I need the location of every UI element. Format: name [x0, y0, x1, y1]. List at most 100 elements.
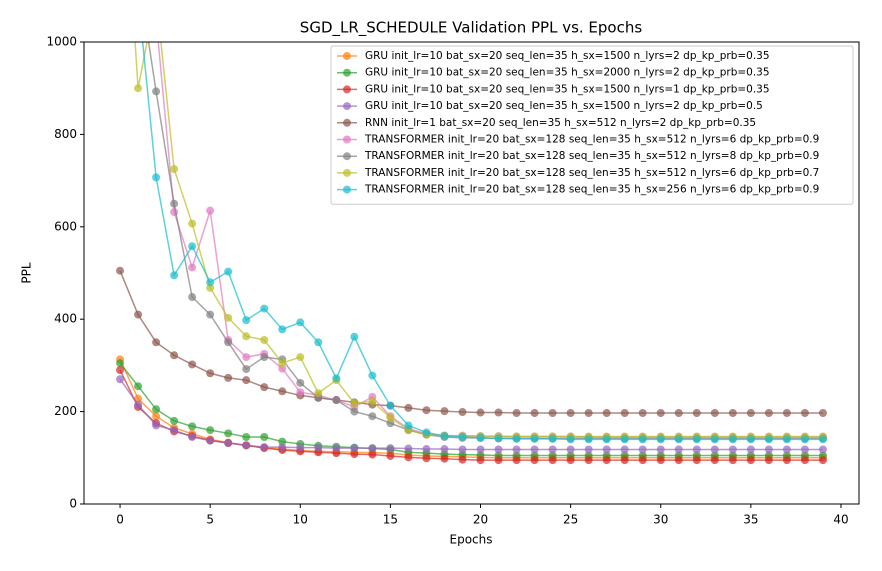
legend-marker — [343, 168, 351, 177]
data-point — [242, 441, 251, 450]
data-point — [386, 444, 395, 453]
legend-label: TRANSFORMER init_lr=20 bat_sx=128 seq_le… — [364, 134, 819, 146]
data-point — [206, 206, 215, 215]
data-point — [530, 445, 539, 454]
y-tick-label: 1000 — [46, 35, 77, 49]
data-point — [710, 445, 719, 454]
y-tick-label: 600 — [54, 219, 77, 233]
data-point — [656, 408, 665, 417]
data-point — [260, 443, 269, 452]
data-point — [494, 408, 503, 417]
x-tick-label: 15 — [383, 513, 398, 527]
data-point — [152, 87, 161, 96]
chart-title: SGD_LR_SCHEDULE Validation PPL vs. Epoch… — [300, 19, 643, 38]
data-point — [728, 445, 737, 454]
data-point — [350, 450, 359, 459]
data-point — [494, 445, 503, 454]
data-point — [350, 399, 359, 408]
data-point — [422, 406, 431, 415]
data-point — [404, 421, 413, 430]
legend-box — [330, 45, 854, 205]
data-point — [584, 456, 593, 465]
data-point — [278, 437, 287, 446]
data-point — [764, 456, 773, 465]
data-point — [206, 310, 215, 319]
data-point — [404, 444, 413, 453]
legend-marker — [343, 52, 351, 60]
data-point — [566, 435, 575, 444]
data-point — [260, 433, 269, 442]
y-tick-label: 400 — [54, 312, 77, 326]
series-line — [119, 362, 823, 457]
data-point — [818, 445, 827, 454]
data-point — [566, 445, 575, 454]
data-point — [800, 435, 809, 444]
data-point — [458, 433, 467, 442]
data-point — [458, 408, 467, 417]
data-point — [296, 378, 305, 387]
data-point — [332, 396, 341, 405]
data-point — [548, 445, 557, 454]
x-tick-label: 0 — [116, 513, 124, 527]
plot-area — [116, 15, 827, 465]
data-point — [782, 435, 791, 444]
data-point — [782, 408, 791, 417]
data-point — [530, 434, 539, 443]
x-tick-label: 20 — [473, 513, 488, 527]
data-point — [170, 416, 179, 425]
data-point — [530, 456, 539, 465]
data-point — [620, 445, 629, 454]
y-tick-label: 800 — [54, 127, 77, 141]
data-point — [512, 434, 521, 443]
data-point — [422, 445, 431, 454]
data-point — [440, 445, 449, 454]
legend-marker — [343, 185, 351, 194]
data-point — [170, 199, 179, 208]
data-point — [584, 445, 593, 454]
data-point — [296, 353, 305, 362]
data-point — [152, 412, 161, 421]
data-point — [602, 408, 611, 417]
data-point — [728, 435, 737, 444]
data-point — [278, 364, 287, 373]
data-point — [170, 165, 179, 174]
data-point — [224, 338, 233, 347]
data-point — [692, 445, 701, 454]
data-point — [476, 433, 485, 442]
data-point — [584, 408, 593, 417]
data-point — [746, 435, 755, 444]
data-point — [296, 443, 305, 452]
legend-label: TRANSFORMER init_lr=20 bat_sx=128 seq_le… — [364, 167, 819, 179]
data-point — [368, 397, 377, 406]
data-point — [476, 456, 485, 465]
data-point — [440, 454, 449, 463]
data-point — [674, 445, 683, 454]
data-point — [260, 353, 269, 362]
legend-label: GRU init_lr=10 bat_sx=20 seq_len=35 h_sx… — [365, 83, 770, 95]
data-point — [368, 412, 377, 421]
y-tick-label: 0 — [69, 497, 77, 511]
data-point — [620, 408, 629, 417]
data-point — [530, 408, 539, 417]
data-point — [134, 400, 143, 409]
data-point — [674, 408, 683, 417]
axes-frame — [83, 41, 860, 505]
data-point — [152, 15, 160, 23]
data-point — [152, 173, 161, 182]
data-point — [278, 359, 287, 368]
data-point — [512, 456, 521, 465]
x-axis-label: Epochs — [450, 533, 493, 547]
data-point — [188, 360, 197, 369]
data-point — [260, 304, 269, 313]
data-point — [566, 456, 575, 465]
data-point — [116, 375, 125, 384]
data-point — [818, 408, 827, 417]
data-point — [692, 408, 701, 417]
data-point — [548, 456, 557, 465]
data-point — [224, 429, 233, 438]
legend-marker — [343, 102, 351, 111]
series-line — [134, 42, 823, 438]
data-point — [440, 432, 449, 441]
